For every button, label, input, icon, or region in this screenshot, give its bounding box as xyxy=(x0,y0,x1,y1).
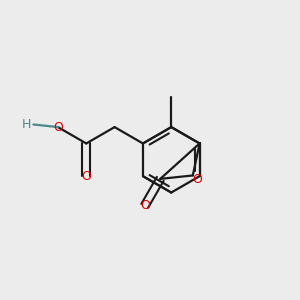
Text: H: H xyxy=(21,118,31,131)
Text: O: O xyxy=(53,121,63,134)
Text: O: O xyxy=(81,170,91,183)
Text: O: O xyxy=(192,173,202,186)
Text: O: O xyxy=(140,199,150,212)
